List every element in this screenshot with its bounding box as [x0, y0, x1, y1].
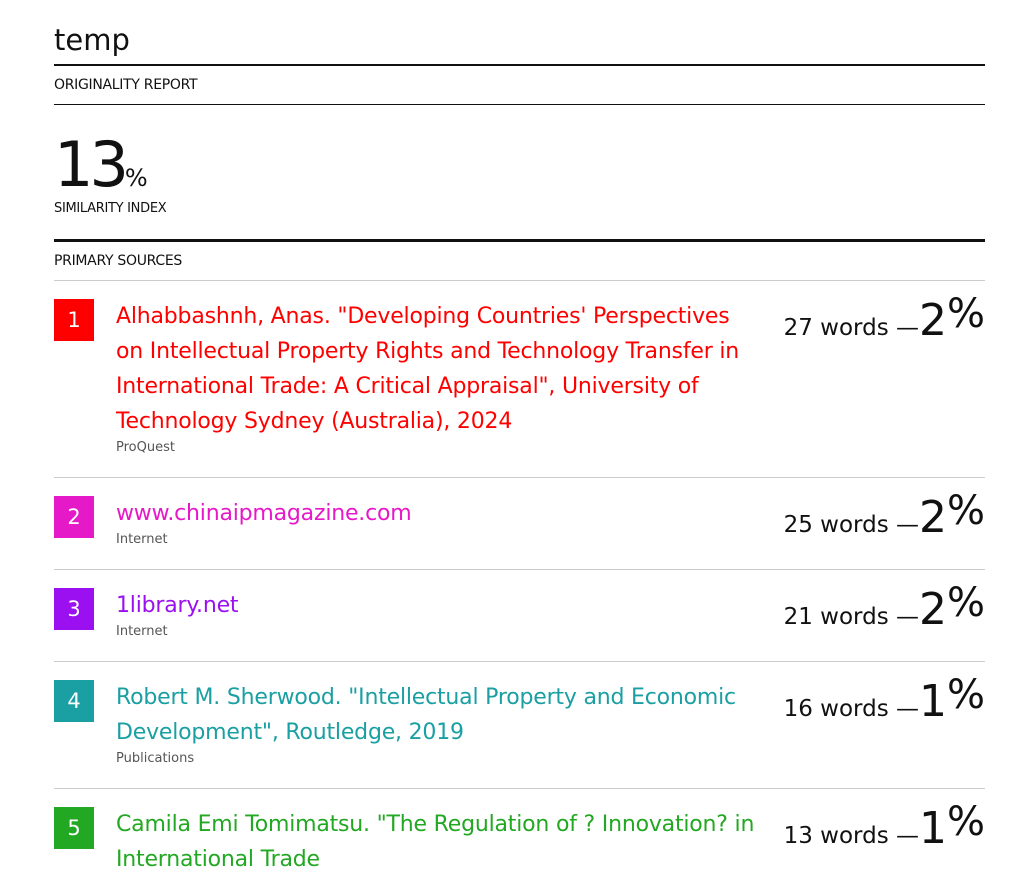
match-percent-sign: %: [946, 799, 985, 845]
similarity-sign: %: [124, 164, 148, 192]
source-list: 1 27 words —2% Alhabbashnh, Anas. "Develop…: [54, 281, 985, 885]
source-rank: 3: [54, 588, 94, 630]
source-title: Camila Emi Tomimatsu. "The Regulation of…: [116, 812, 755, 872]
source-kind: ProQuest: [116, 440, 175, 455]
source-title: Robert M. Sherwood. "Intellectual Proper…: [116, 685, 736, 745]
source-rank: 1: [54, 299, 94, 341]
source-rank: 4: [54, 680, 94, 722]
source-kind: Internet: [116, 532, 168, 547]
rule: [54, 239, 985, 242]
match-words: 16 words —: [783, 696, 919, 722]
source-match: 13 words —1%: [783, 799, 985, 854]
source-title: 1library.net: [116, 593, 239, 618]
source-row: 4 16 words —1% Robert M. Sherwood. "Intell…: [54, 662, 985, 789]
source-kind: Internet: [116, 624, 168, 639]
match-percent-sign: %: [946, 291, 985, 337]
rule: [54, 104, 985, 105]
match-percent: 1: [918, 803, 947, 854]
source-title: www.chinaipmagazine.com: [116, 501, 412, 526]
source-row: 1 27 words —2% Alhabbashnh, Anas. "Develop…: [54, 281, 985, 478]
source-row: 2 25 words —2% www.chinaipmagazine.com Inte…: [54, 478, 985, 570]
match-words: 25 words —: [783, 512, 919, 538]
match-percent-sign: %: [946, 672, 985, 718]
source-match: 16 words —1%: [783, 672, 985, 727]
match-percent: 2: [918, 295, 947, 346]
source-row: 5 13 words —1% Camila Emi Tomimatsu. "The …: [54, 789, 985, 885]
source-match: 25 words —2%: [783, 488, 985, 543]
source-match: 27 words —2%: [783, 291, 985, 346]
sources-label: PRIMARY SOURCES: [54, 253, 182, 269]
similarity-number: 13: [54, 128, 129, 201]
match-words: 13 words —: [783, 823, 919, 849]
source-kind: Publications: [116, 751, 195, 766]
similarity-label: SIMILARITY INDEX: [54, 201, 167, 216]
match-words: 21 words —: [783, 604, 919, 630]
similarity-value: 13%: [54, 133, 985, 197]
rule: [54, 280, 985, 281]
source-rank: 5: [54, 807, 94, 849]
match-words: 27 words —: [783, 315, 919, 341]
match-percent-sign: %: [946, 580, 985, 626]
match-percent: 2: [918, 492, 947, 543]
rule: [54, 64, 985, 66]
source-row: 3 21 words —2% 1library.net Internet: [54, 570, 985, 662]
source-match: 21 words —2%: [783, 580, 985, 635]
match-percent: 2: [918, 584, 947, 635]
match-percent-sign: %: [946, 488, 985, 534]
report: temp ORIGINALITY REPORT 13% SIMILARITY I…: [54, 0, 985, 885]
doc-title: temp: [54, 23, 130, 57]
match-percent: 1: [918, 676, 947, 727]
source-rank: 2: [54, 496, 94, 538]
report-label: ORIGINALITY REPORT: [54, 77, 198, 93]
source-title: Alhabbashnh, Anas. "Developing Countries…: [116, 304, 739, 434]
